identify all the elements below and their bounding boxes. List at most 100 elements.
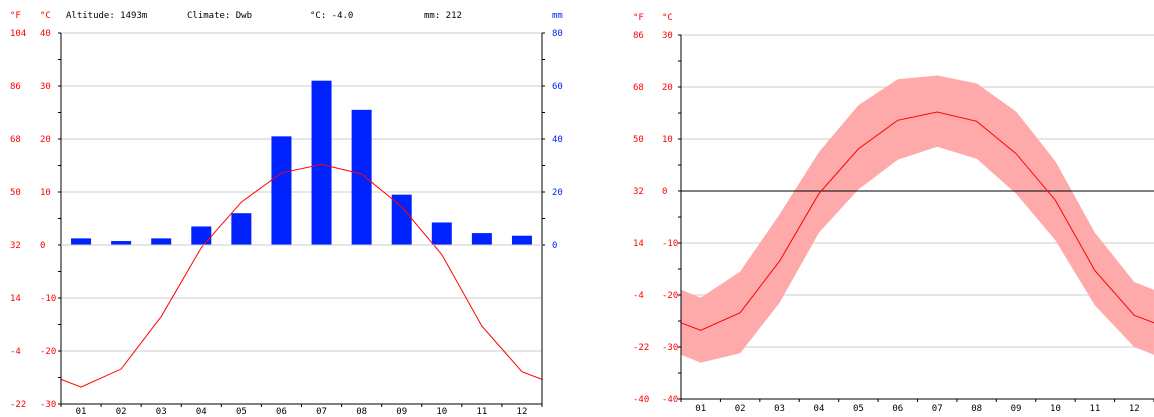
month-tick-labels: 01 02 03 04 05 06 07 08 09 10 11 12 xyxy=(695,404,1139,414)
celsius-tick-label: -10 xyxy=(40,294,56,304)
temperature-range-area xyxy=(681,75,1154,363)
temperature-series-line xyxy=(60,163,543,388)
mm-tick-label: 20 xyxy=(552,188,563,198)
fahrenheit-tick-label: -4 xyxy=(10,347,21,357)
month-label: 02 xyxy=(116,407,127,417)
celsius-unit-label: °C xyxy=(662,13,673,23)
month-label: 06 xyxy=(892,404,903,414)
celsius-tick-label: 10 xyxy=(40,188,51,198)
fahrenheit-tick-label: -22 xyxy=(10,400,26,410)
precipitation-bar xyxy=(71,238,92,245)
celsius-tick-label: 30 xyxy=(662,31,673,41)
month-label: 06 xyxy=(276,407,287,417)
month-label: 09 xyxy=(396,407,407,417)
axes xyxy=(678,34,1154,402)
celsius-tick-label: 20 xyxy=(662,83,673,93)
month-label: 11 xyxy=(476,407,487,417)
month-label: 03 xyxy=(156,407,167,417)
fahrenheit-tick-label: -4 xyxy=(633,291,644,301)
fahrenheit-tick-label: 50 xyxy=(633,135,644,145)
month-label: 01 xyxy=(76,407,87,417)
mm-tick-label: 60 xyxy=(552,82,563,92)
precip-total-label: mm: 212 xyxy=(424,11,462,21)
month-label: 03 xyxy=(774,404,785,414)
precipitation-bar xyxy=(231,213,252,245)
mm-tick-label: 80 xyxy=(552,29,563,39)
month-label: 07 xyxy=(932,404,943,414)
mean-temp-label: °C: -4.0 xyxy=(310,11,353,21)
precipitation-bar xyxy=(271,136,292,245)
month-label: 01 xyxy=(695,404,706,414)
fahrenheit-tick-label: 68 xyxy=(10,135,21,145)
axes xyxy=(58,32,545,407)
celsius-unit-label: °C xyxy=(40,11,51,21)
precipitation-bars xyxy=(71,80,532,245)
fahrenheit-tick-label: 68 xyxy=(633,83,644,93)
fahrenheit-tick-label: 86 xyxy=(10,82,21,92)
fahrenheit-tick-labels: 86 68 50 32 14 -4 -22 -40 xyxy=(633,31,649,405)
fahrenheit-unit-label: °F xyxy=(10,11,21,21)
precipitation-bar xyxy=(511,235,532,245)
month-label: 02 xyxy=(735,404,746,414)
celsius-tick-label: 10 xyxy=(662,135,673,145)
precipitation-bar xyxy=(151,238,172,245)
altitude-label: Altitude: 1493m xyxy=(66,11,147,21)
mean-temperature-line xyxy=(680,111,1154,331)
climate-diagram: °F °C Altitude: 1493m Climate: Dwb °C: -… xyxy=(10,11,563,417)
celsius-tick-label: 0 xyxy=(40,241,45,251)
fahrenheit-tick-label: 104 xyxy=(10,29,26,39)
gridlines xyxy=(61,32,542,405)
celsius-tick-labels: 30 20 10 0 -10 -20 -30 -40 xyxy=(662,31,678,405)
celsius-tick-label: 0 xyxy=(662,187,667,197)
precipitation-bar xyxy=(391,194,412,245)
climate-label: Climate: Dwb xyxy=(187,11,252,21)
fahrenheit-tick-label: -22 xyxy=(633,343,649,353)
temperature-line xyxy=(60,163,543,388)
celsius-tick-label: 20 xyxy=(40,135,51,145)
month-label: 11 xyxy=(1089,404,1100,414)
month-label: 10 xyxy=(436,407,447,417)
mm-tick-label: 0 xyxy=(552,241,557,251)
month-label: 12 xyxy=(1129,404,1140,414)
precipitation-bar xyxy=(111,241,132,245)
mean-temperature-series-line xyxy=(680,111,1154,331)
mm-unit-label: mm xyxy=(552,11,563,21)
fahrenheit-tick-label: 14 xyxy=(10,294,21,304)
fahrenheit-tick-label: 32 xyxy=(10,241,21,251)
celsius-tick-label: -20 xyxy=(40,347,56,357)
precipitation-bar xyxy=(431,222,452,245)
celsius-tick-label: -10 xyxy=(662,239,678,249)
fahrenheit-tick-label: 86 xyxy=(633,31,644,41)
fahrenheit-tick-label: -40 xyxy=(633,395,649,405)
temperature-range-band xyxy=(681,75,1154,363)
celsius-tick-label: -30 xyxy=(662,343,678,353)
precipitation-bar xyxy=(471,233,492,245)
month-label: 09 xyxy=(1011,404,1022,414)
fahrenheit-tick-labels: 104 86 68 50 32 14 -4 -22 xyxy=(10,29,26,410)
month-label: 05 xyxy=(853,404,864,414)
fahrenheit-unit-label: °F xyxy=(633,13,644,23)
month-label: 04 xyxy=(814,404,825,414)
precipitation-bar xyxy=(351,109,372,245)
precipitation-bar xyxy=(311,80,332,245)
fahrenheit-tick-label: 14 xyxy=(633,239,644,249)
month-label: 05 xyxy=(236,407,247,417)
celsius-tick-label: -30 xyxy=(40,400,56,410)
celsius-tick-label: -20 xyxy=(662,291,678,301)
month-tick-labels: 01 02 03 04 05 06 07 08 09 10 11 12 xyxy=(76,407,528,417)
celsius-tick-labels: 40 30 20 10 0 -10 -20 -30 xyxy=(40,29,56,410)
celsius-tick-label: -40 xyxy=(662,395,678,405)
precipitation-bar xyxy=(191,226,212,245)
precipitation-tick-labels: 80 60 40 20 0 xyxy=(552,29,563,251)
month-label: 07 xyxy=(316,407,327,417)
mm-tick-label: 40 xyxy=(552,135,563,145)
month-label: 08 xyxy=(971,404,982,414)
month-label: 12 xyxy=(517,407,528,417)
celsius-tick-label: 30 xyxy=(40,82,51,92)
temperature-range-diagram: °F °C 86 68 50 32 14 -4 -22 -40 30 20 10 0 -10 -20 -3… xyxy=(633,13,1154,414)
month-label: 08 xyxy=(356,407,367,417)
fahrenheit-tick-label: 50 xyxy=(10,188,21,198)
month-label: 10 xyxy=(1050,404,1061,414)
month-label: 04 xyxy=(196,407,207,417)
